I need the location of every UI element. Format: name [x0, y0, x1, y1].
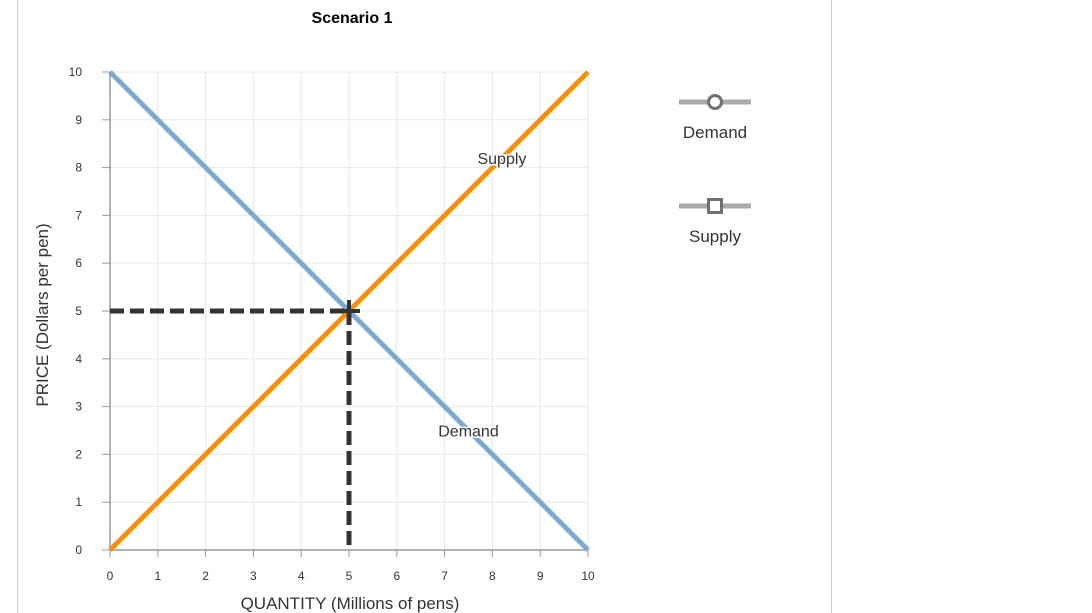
- curve-label-supply: Supply: [477, 151, 526, 168]
- y-tick-label: 0: [75, 543, 82, 557]
- x-tick-label: 7: [441, 569, 448, 583]
- y-tick-label: 10: [69, 65, 83, 79]
- y-tick-label: 8: [75, 161, 82, 175]
- x-tick-label: 3: [250, 569, 257, 583]
- legend-item-supply[interactable]: Supply: [655, 192, 775, 247]
- y-tick-label: 9: [75, 113, 82, 127]
- chart-frame: [17, 0, 832, 613]
- legend-item-demand[interactable]: Demand: [655, 88, 775, 143]
- y-tick-label: 3: [75, 400, 82, 414]
- x-tick-label: 9: [537, 569, 544, 583]
- legend-label-supply: Supply: [689, 227, 741, 246]
- chart-title: Scenario 1: [312, 10, 393, 27]
- x-tick-label: 1: [154, 569, 161, 583]
- x-tick-label: 4: [298, 569, 305, 583]
- y-tick-label: 6: [75, 256, 82, 270]
- curve-label-demand: Demand: [438, 424, 498, 441]
- y-tick-label: 7: [75, 208, 82, 222]
- y-axis-title: PRICE (Dollars per pen): [33, 223, 52, 406]
- y-tick-label: 1: [75, 495, 82, 509]
- y-tick-label: 5: [75, 304, 82, 318]
- x-tick-label: 10: [581, 569, 595, 583]
- x-tick-label: 6: [393, 569, 400, 583]
- x-axis-title: QUANTITY (Millions of pens): [241, 594, 460, 613]
- y-tick-label: 2: [75, 447, 82, 461]
- x-tick-label: 8: [489, 569, 496, 583]
- curve-labels: Demand Supply: [437, 150, 528, 442]
- circle-marker-icon: [679, 94, 751, 110]
- square-marker-icon: [679, 198, 751, 214]
- x-tick-label: 0: [107, 569, 114, 583]
- x-tick-label: 2: [202, 569, 209, 583]
- y-tick-label: 4: [75, 352, 82, 366]
- equilibrium-guides: [110, 300, 360, 550]
- x-tick-label: 5: [346, 569, 353, 583]
- legend-label-demand: Demand: [682, 123, 748, 142]
